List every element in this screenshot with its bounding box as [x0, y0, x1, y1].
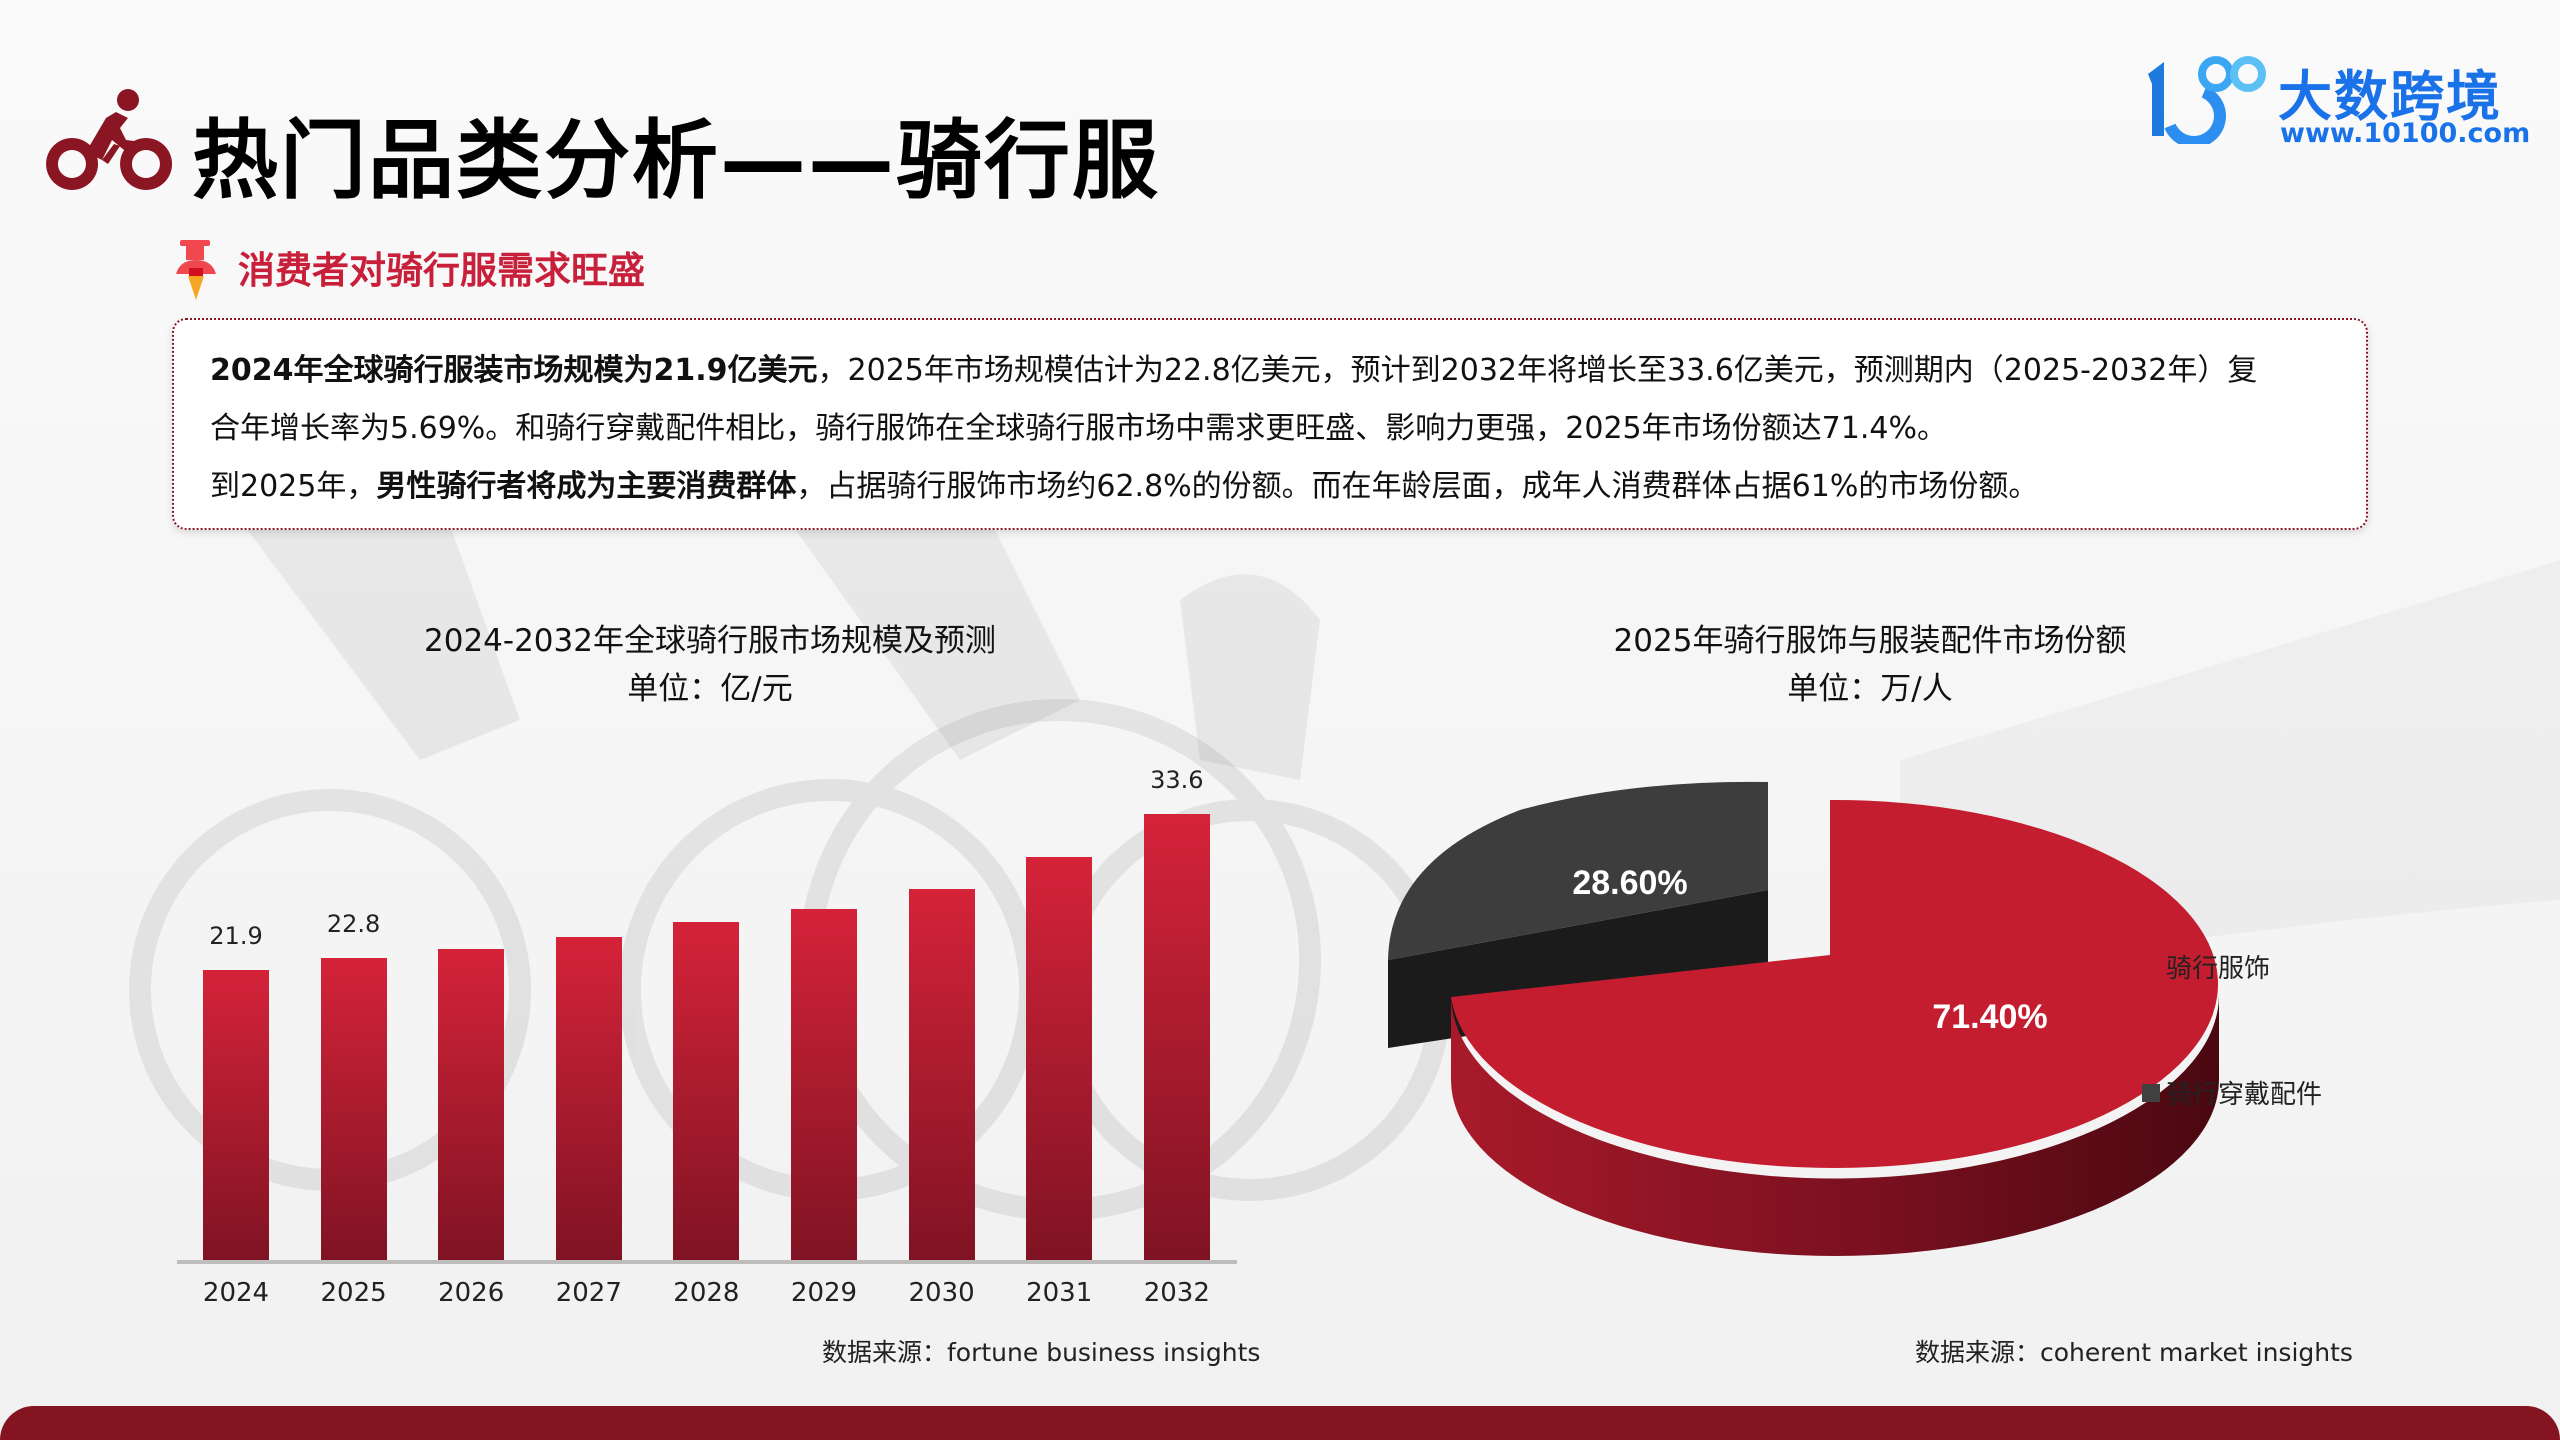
- bar-2029: [791, 908, 857, 1261]
- legend-item-apparel: 骑行服饰: [2142, 948, 2270, 985]
- logo-text: 大数跨境: [2278, 65, 2502, 128]
- logo-url: www.10100.com: [2280, 118, 2531, 149]
- x-axis-label: 2029: [790, 1278, 858, 1308]
- summary-line-1: 2024年全球骑行服装市场规模为21.9亿美元，2025年市场规模估计为22.8…: [210, 342, 2330, 400]
- cyclist-icon: [46, 89, 172, 190]
- pie-label-accessories: 28.60%: [1572, 864, 1687, 902]
- bar-value-label: 33.6: [1150, 766, 1204, 795]
- pie-chart-title-block: 2025年骑行服饰与服装配件市场份额 单位：万/人: [1420, 617, 2320, 713]
- section-heading: 消费者对骑行服需求旺盛: [238, 249, 645, 292]
- summary-highlight-male: 男性骑行者将成为主要消费群体: [376, 469, 797, 504]
- pie-chart-3d: 28.60% 71.40%: [1388, 781, 2220, 1256]
- bar-2028: [673, 922, 740, 1261]
- pie-chart-title: 2025年骑行服饰与服装配件市场份额: [1613, 623, 2127, 659]
- summary-textbox: 2024年全球骑行服装市场规模为21.9亿美元，2025年市场规模估计为22.8…: [172, 318, 2368, 530]
- bar-2030: [908, 888, 975, 1261]
- x-axis-label: 2030: [908, 1278, 975, 1308]
- legend-item-accessories: 骑行穿戴配件: [2142, 1074, 2322, 1111]
- pie-chart-source: 数据来源：coherent market insights: [1915, 1338, 2353, 1367]
- legend-label: 骑行穿戴配件: [2166, 1080, 2323, 1110]
- summary-text: 到2025年，: [210, 469, 377, 504]
- bar-chart-x-axis: [177, 1260, 1237, 1264]
- bar-2025: [320, 957, 387, 1261]
- brand-logo: 大数跨境 www.10100.com: [2140, 50, 2540, 160]
- bar-chart-source: 数据来源：fortune business insights: [822, 1338, 1261, 1367]
- x-axis-label: 2031: [1026, 1278, 1093, 1308]
- summary-highlight-market-size: 2024年全球骑行服装市场规模为21.9亿美元: [210, 353, 818, 388]
- x-axis-label: 2032: [1143, 1278, 1210, 1308]
- pie-label-apparel: 71.40%: [1932, 998, 2047, 1036]
- bar-2026: [438, 948, 505, 1261]
- x-axis-label: 2025: [320, 1278, 387, 1308]
- bar-2027: [555, 936, 622, 1261]
- bar-2032: [1143, 814, 1210, 1261]
- legend-swatch-gray: [2142, 1083, 2160, 1102]
- logo-10100-mark-icon: [2148, 56, 2266, 144]
- bar-chart-title: 2024-2032年全球骑行服市场规模及预测: [424, 623, 996, 659]
- bar-chart-unit: 单位：亿/元: [627, 671, 793, 707]
- x-axis-label: 2024: [202, 1278, 270, 1308]
- summary-text: ，2025年市场规模估计为22.8亿美元，预计到2032年将增长至33.6亿美元…: [817, 353, 2258, 388]
- page-title: 热门品类分析——骑行服: [192, 111, 1160, 211]
- pushpin-icon: [176, 240, 216, 300]
- x-axis-label: 2026: [438, 1278, 505, 1308]
- summary-line-3: 到2025年，男性骑行者将成为主要消费群体，占据骑行服饰市场约62.8%的份额。…: [210, 458, 2330, 516]
- footer-bar: [0, 1406, 2560, 1440]
- summary-line-2: 合年增长率为5.69%。和骑行穿戴配件相比，骑行服饰在全球骑行服市场中需求更旺盛…: [210, 411, 1947, 446]
- x-axis-label: 2028: [673, 1278, 740, 1308]
- pie-chart-unit: 单位：万/人: [1787, 671, 1953, 707]
- bar-value-label: 22.8: [326, 909, 381, 938]
- x-axis-label: 2027: [555, 1278, 622, 1308]
- bar-chart-title-block: 2024-2032年全球骑行服市场规模及预测 单位：亿/元: [260, 617, 1160, 713]
- pie-slice-apparel: [1451, 799, 2220, 1256]
- bar-2031: [1026, 856, 1093, 1261]
- summary-text: ，占据骑行服饰市场约62.8%的份额。而在年龄层面，成年人消费群体占据61%的市…: [796, 469, 2039, 504]
- legend-label: 骑行服饰: [2166, 954, 2271, 984]
- bar-2024: [203, 969, 269, 1261]
- bar-value-label: 21.9: [209, 921, 263, 950]
- legend-swatch-red: [2142, 957, 2160, 976]
